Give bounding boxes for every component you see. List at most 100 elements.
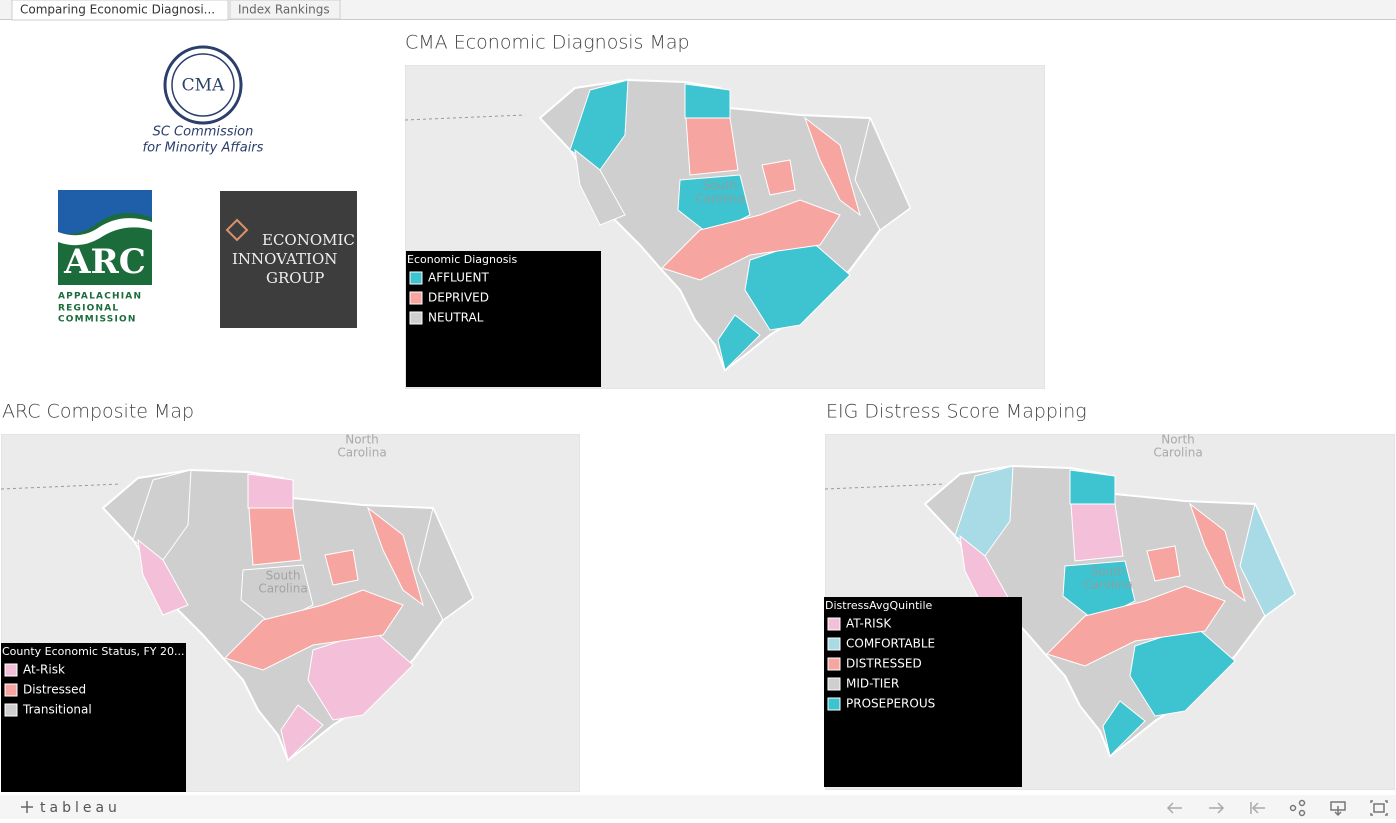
eig-logo [220,191,357,328]
legend-label: AT-RISK [846,617,892,631]
arc-line: REGIONAL [58,304,119,314]
map-label: South [266,569,301,583]
arc-line: COMMISSION [58,315,137,325]
county-region [1070,503,1124,562]
footer [0,795,1396,819]
state-map [101,468,475,762]
legend-label: MID-TIER [846,677,899,691]
county-region [574,148,626,226]
map-label: North [1161,433,1195,447]
map-label: Carolina [1083,578,1132,592]
county-region [366,506,424,607]
legend-swatch [827,637,841,651]
county-region [1188,502,1246,603]
legend-label: At-Risk [23,663,65,677]
tab[interactable] [229,0,341,20]
county-region [717,314,761,371]
map-label: South [703,179,738,193]
legend-swatch [4,663,18,677]
map-title: EIG Distress Score Mapping [826,401,1087,423]
tableau-icon [21,801,33,813]
map-title: ARC Composite Map [2,401,194,423]
county-region [684,83,731,119]
legend-box [406,251,601,387]
legend-label: AFFLUENT [428,271,489,285]
cma-seal-ring [171,53,235,117]
tab-label[interactable]: Index Rankings [238,3,330,17]
state-map [923,464,1297,758]
state-border [405,114,526,121]
arc-logo-wave [58,218,152,246]
arc-mark: ARC [63,242,146,282]
map-label: Carolina [258,582,307,596]
legend-label: DISTRESSED [846,657,922,671]
state-border [1,483,122,490]
map-title: CMA Economic Diagnosis Map [405,32,690,54]
legend-swatch [409,291,423,305]
county-region [854,116,911,231]
county-region [132,469,192,561]
cma-line: for Minority Affairs [143,141,264,156]
map-label: North [345,433,379,447]
cma-mark: CMA [182,76,225,96]
state-border [825,483,946,490]
arc-line: APPALACHIAN [58,292,142,302]
tab-label[interactable]: Comparing Economic Diagnosi... [20,3,215,17]
eig-icon [225,218,249,242]
county-region [1102,700,1146,757]
map-label: Carolina [337,446,386,460]
map-label: South [1091,565,1126,579]
legend-title: County Economic Status, FY 20... [2,645,185,658]
legend-swatch [409,271,423,285]
county-region [324,549,359,586]
legend-label: DEPRIVED [428,291,489,305]
legend-swatch [827,617,841,631]
footer-controls[interactable] [1166,799,1388,817]
legend-swatch [827,697,841,711]
map-label: Carolina [695,192,744,206]
county-region [954,465,1014,557]
county-region [248,507,302,566]
tab-bar [0,0,1396,20]
county-region [1239,502,1296,617]
county-region [661,199,841,281]
legend-swatch [827,677,841,691]
county-region [685,117,739,176]
map-label: Carolina [1153,446,1202,460]
legend-label: PROSEPEROUS [846,697,935,711]
eig-line: ECONOMIC [262,231,355,249]
county-region [247,473,294,509]
county-region [137,538,189,616]
eig-line: GROUP [266,269,324,287]
arc-logo-sky [58,190,152,234]
legend-label: Distressed [23,683,86,697]
legend-title: DistressAvgQuintile [825,599,933,612]
cma-line: SC Commission [153,125,254,140]
state-map [538,78,912,372]
cma-seal [163,45,243,125]
legend-label: NEUTRAL [428,311,484,325]
county-region [803,116,861,217]
legend-swatch [4,703,18,717]
county-region [1146,545,1181,582]
footer-brand[interactable]: tableau [40,800,121,816]
legend-title: Economic Diagnosis [407,253,517,266]
county-region [280,704,324,761]
legend-label: COMFORTABLE [846,637,935,651]
county-region [1046,585,1226,667]
county-region [569,79,629,171]
legend-swatch [4,683,18,697]
county-region [761,159,796,196]
legend-label: Transitional [22,703,92,717]
legend-box [824,597,1022,787]
legend-box [1,643,186,792]
county-region [1069,469,1116,505]
tab[interactable] [11,0,229,21]
legend-swatch [827,657,841,671]
eig-line: INNOVATION [232,250,337,268]
county-region [417,506,474,621]
county-region [224,589,404,671]
legend-swatch [409,311,423,325]
